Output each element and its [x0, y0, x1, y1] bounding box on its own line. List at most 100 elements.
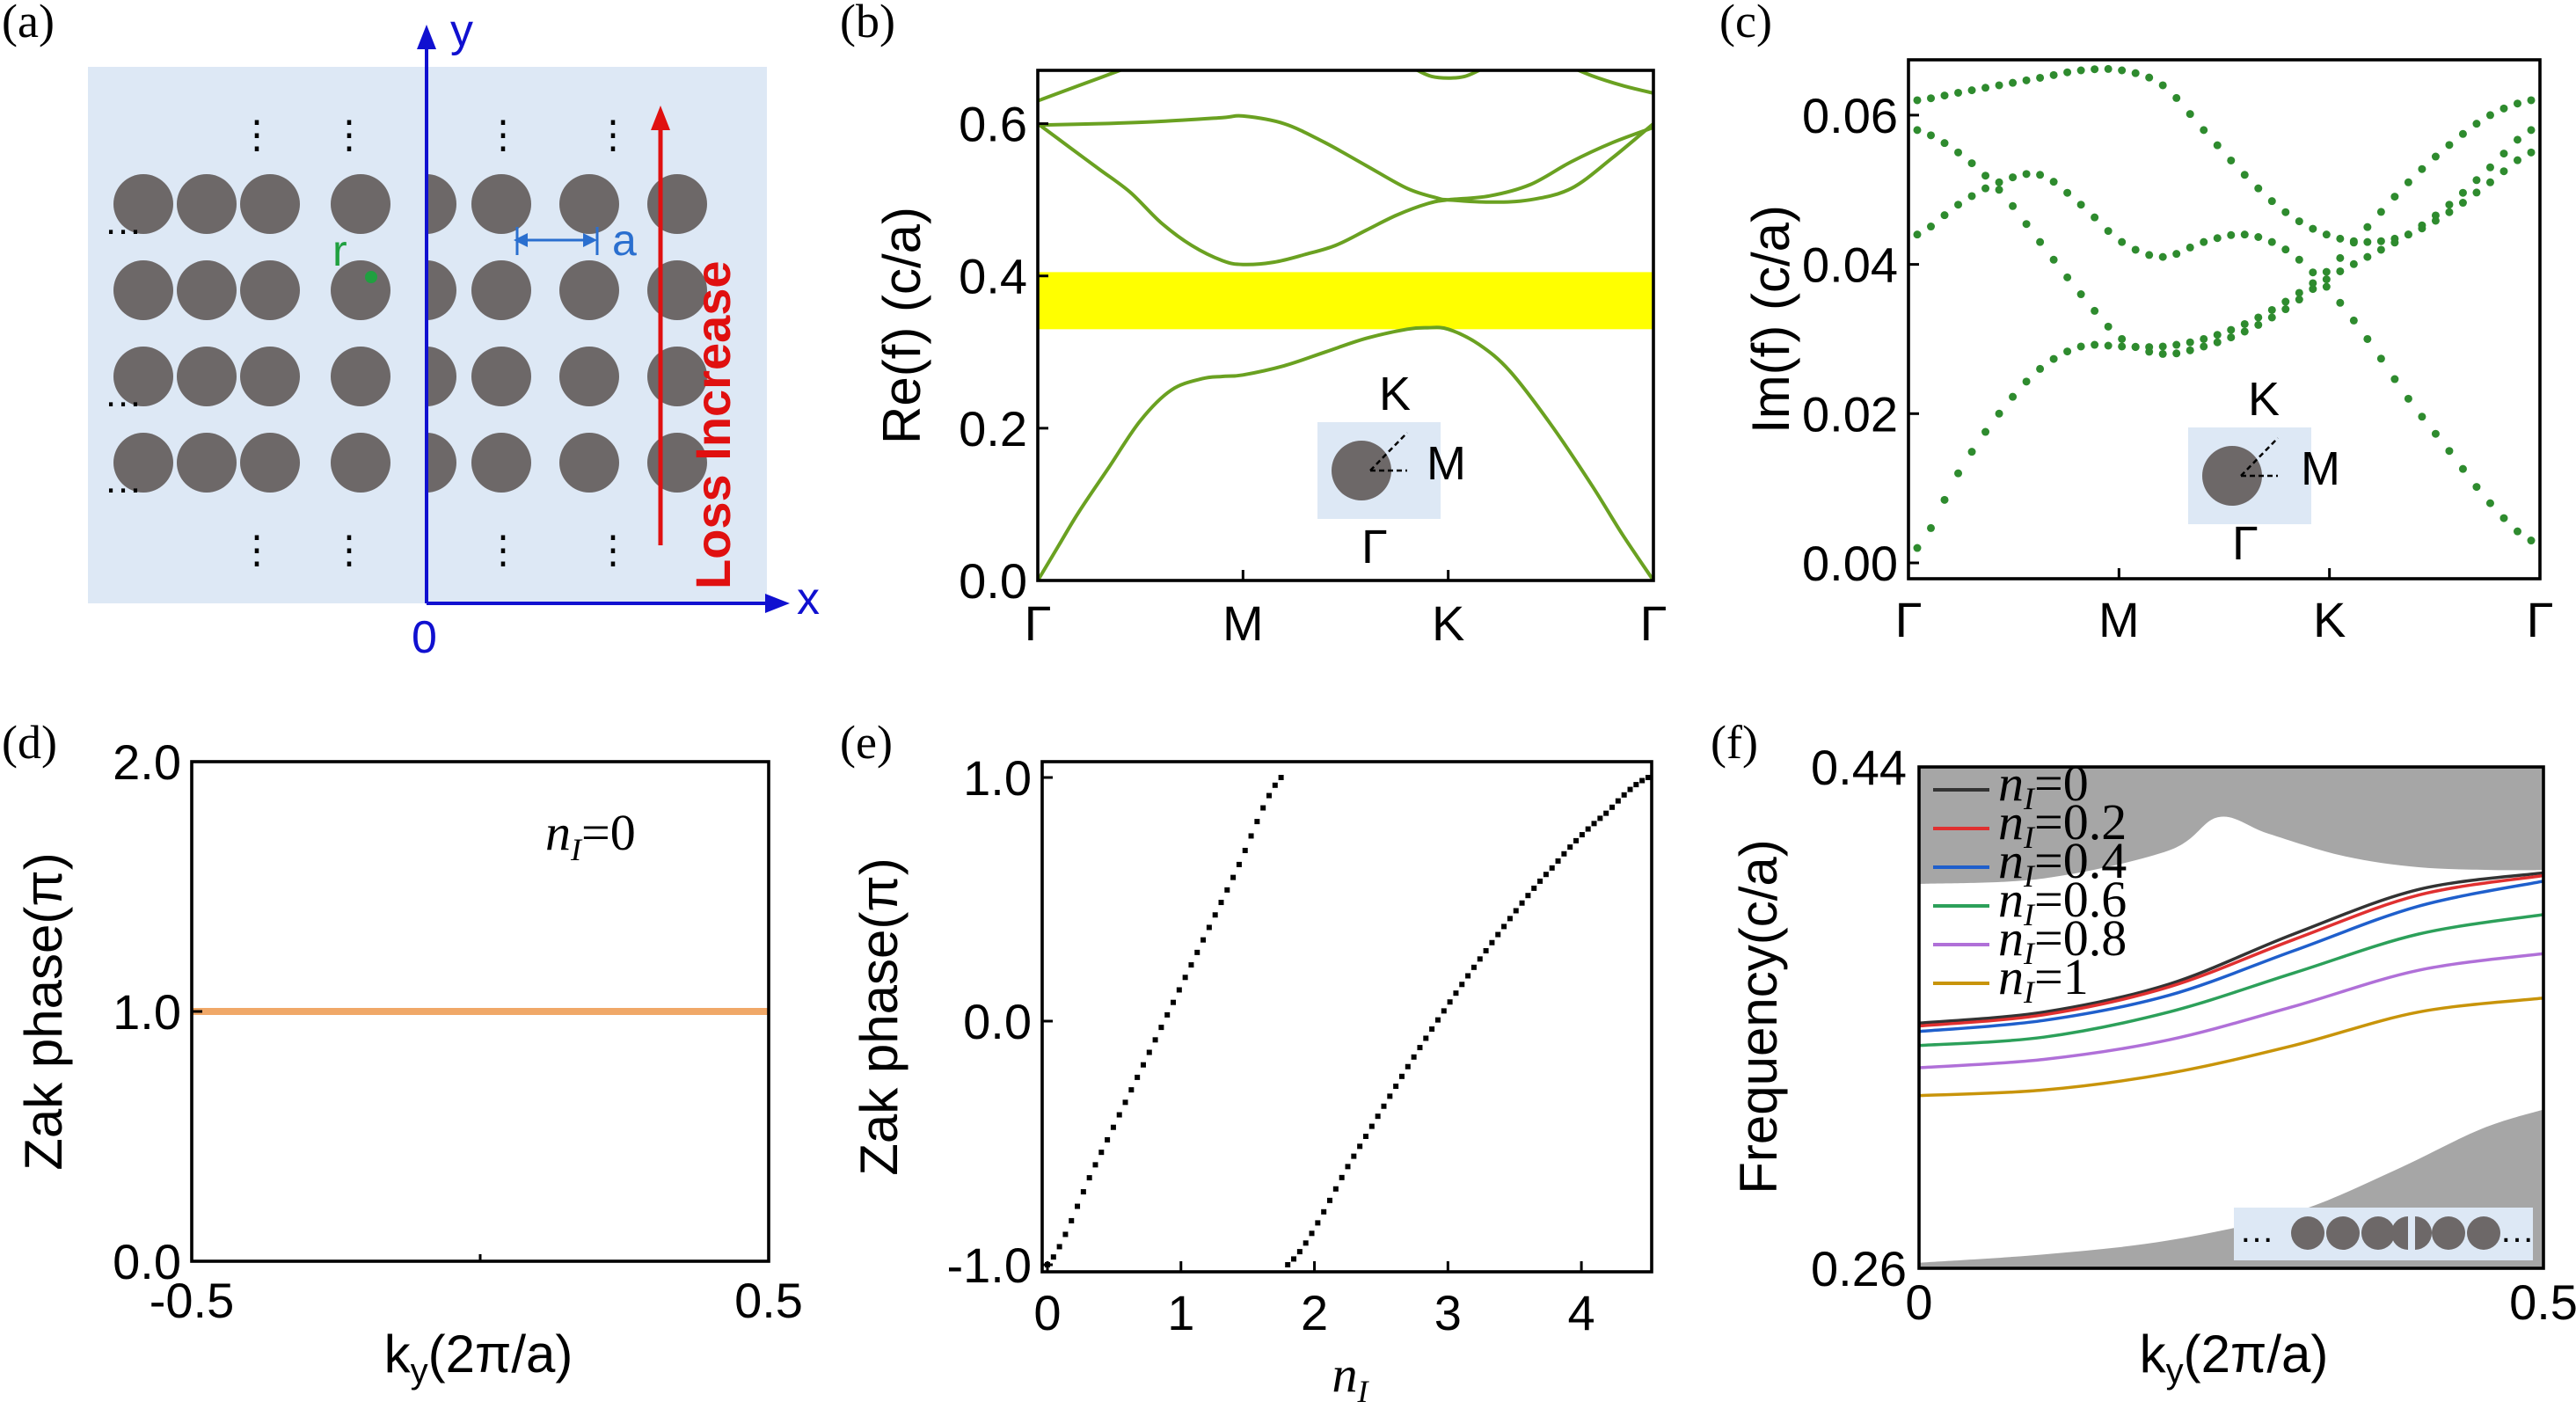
im-point — [2527, 148, 2536, 157]
im-point — [2104, 64, 2113, 73]
edge-rod — [2432, 1216, 2465, 1250]
x-tick-label: 0.5 — [734, 1273, 803, 1328]
zak-point — [1164, 1011, 1171, 1018]
im-point — [2295, 217, 2303, 226]
im-point — [2376, 208, 2385, 216]
im-point — [2240, 327, 2249, 336]
x-axis-arrow-head — [765, 594, 790, 613]
im-point — [2091, 340, 2099, 349]
zak-point — [1212, 912, 1218, 918]
im-point — [2513, 527, 2521, 536]
im-point — [2145, 73, 2154, 82]
zak-point — [1152, 1037, 1158, 1043]
im-point — [2336, 298, 2345, 307]
y-axis-arrow-head — [417, 25, 436, 49]
zak-point — [1351, 1153, 1357, 1159]
y-axis-label-d: Zak phase(π) — [14, 852, 73, 1171]
zak-point — [1194, 949, 1200, 955]
rod — [177, 174, 237, 234]
zak-point — [1056, 1244, 1062, 1250]
im-point — [2336, 266, 2345, 275]
band-line — [1038, 121, 1653, 266]
zak-point — [1315, 1220, 1321, 1226]
zak-point — [1639, 778, 1646, 784]
rod — [240, 433, 300, 493]
im-point — [2376, 237, 2385, 245]
zak-point — [1224, 887, 1230, 893]
x-tick-label: 1 — [1167, 1285, 1194, 1340]
legend-f: nI=0nI=0.2nI=0.4nI=0.6nI=0.8nI=1 — [1933, 755, 2127, 1010]
im-point — [2076, 342, 2085, 351]
im-point — [2431, 152, 2440, 161]
zak-point — [1609, 804, 1616, 810]
im-point — [2499, 514, 2508, 522]
panel-c-label: (c) — [1719, 0, 1772, 47]
im-point — [2458, 199, 2467, 208]
im-point — [2022, 76, 2031, 84]
rod — [559, 433, 619, 493]
zak-point — [1105, 1136, 1111, 1143]
im-point — [1981, 184, 1990, 193]
legend-entry: nI=0.6 — [1998, 871, 2127, 932]
x-tick-label: 2 — [1301, 1285, 1328, 1340]
legend-n: n — [1998, 871, 2024, 928]
im-point — [2363, 237, 2372, 246]
zak-point — [1627, 786, 1633, 792]
edge-rod — [2361, 1216, 2395, 1250]
ticks-b: Γ M K Γ0.00.20.40.6 — [959, 97, 1667, 651]
panel-f: (f) nI=0nI=0.2nI=0.4nI=0.6nI=0.8nI=1 … …… — [1711, 716, 2576, 1391]
zak-point — [1116, 1112, 1122, 1118]
im-point — [2267, 305, 2276, 314]
im-point — [1954, 469, 1963, 478]
im-point — [1967, 159, 1976, 168]
zak-point — [1531, 885, 1537, 891]
im-point — [2281, 297, 2290, 306]
x-tick-label: 3 — [1434, 1285, 1462, 1340]
zak-point — [1615, 798, 1621, 804]
im-point — [2404, 178, 2412, 186]
x-axis-letter: x — [797, 573, 820, 624]
zak-point — [1447, 999, 1453, 1005]
im-point — [2104, 341, 2113, 350]
rod — [331, 433, 390, 493]
x-axis-label-f: ky(2π/a) — [2140, 1325, 2329, 1391]
im-point — [2513, 135, 2521, 144]
legend-value: =0.2 — [2034, 793, 2127, 851]
y-axis-label-c: Im(f) (c/a) — [1741, 205, 1800, 434]
annot-sub: I — [570, 832, 583, 867]
im-point — [2322, 275, 2331, 284]
im-point — [2186, 338, 2194, 347]
legend-sub: I — [2023, 820, 2036, 855]
zak-point — [1368, 1123, 1375, 1129]
y-axis-label-f: Frequency(c/a) — [1729, 839, 1788, 1194]
im-point — [2118, 66, 2127, 75]
zak-point — [1429, 1026, 1435, 1033]
im-point — [2485, 499, 2494, 507]
y-tick-label: 0.26 — [1811, 1241, 1907, 1296]
im-point — [2009, 201, 2018, 210]
im-point — [2390, 375, 2399, 383]
zak-point — [1218, 900, 1224, 906]
inset-line-k — [2240, 437, 2279, 477]
im-point — [2049, 178, 2058, 186]
y-axis-label-e: Zak phase(π) — [850, 858, 909, 1176]
im-point — [2131, 245, 2140, 254]
im-point — [2063, 188, 2072, 197]
zak-point — [1489, 939, 1495, 945]
annot-tail: =0 — [581, 804, 636, 861]
im-point — [2076, 290, 2085, 299]
x-tick-label: 4 — [1568, 1285, 1595, 1340]
legend-sub: I — [2023, 897, 2036, 932]
ticks-d: -0.5 0.5 0.0 1.0 2.0 — [113, 734, 803, 1328]
zak-point — [1266, 792, 1272, 799]
im-point — [2158, 349, 2167, 358]
lattice-constant-label: a — [612, 215, 637, 265]
plot-frame-c — [1907, 58, 2542, 580]
zak-point — [1254, 819, 1260, 825]
zak-point — [1327, 1197, 1333, 1203]
im-point — [1913, 96, 1922, 105]
zak-point — [1441, 1008, 1447, 1014]
zak-point — [1069, 1217, 1075, 1223]
zak-point — [1537, 878, 1543, 884]
x-tick-label: Γ — [1640, 595, 1667, 651]
